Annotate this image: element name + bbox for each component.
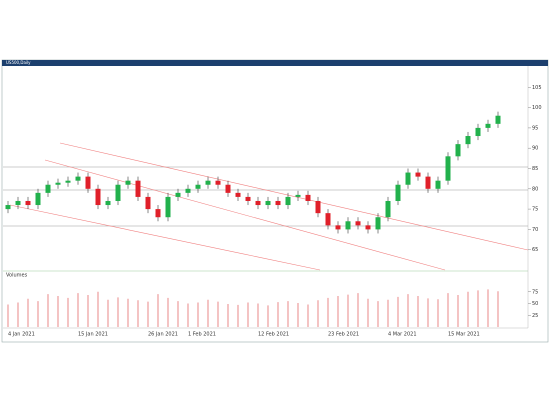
- candle-body: [85, 176, 91, 189]
- x-tick-label: 4 Jan 2021: [8, 332, 35, 338]
- candle-body: [215, 180, 221, 185]
- x-tick-label: 12 Feb 2021: [258, 332, 289, 338]
- candle-body: [105, 200, 111, 206]
- candle-body: [285, 196, 291, 206]
- candle-body: [35, 192, 41, 206]
- candle-body: [305, 194, 311, 201]
- candle-body: [55, 182, 61, 185]
- y-tick-label: 95: [532, 125, 538, 131]
- candle-body: [295, 194, 301, 197]
- chart-title: US500,Daily: [6, 60, 31, 65]
- x-tick-label: 23 Feb 2021: [328, 332, 359, 338]
- candle-body: [155, 209, 161, 218]
- volume-title: Volumes: [6, 273, 28, 279]
- candle-body: [325, 213, 331, 226]
- chart-window: [1, 59, 549, 343]
- y-tick-label: 100: [532, 105, 542, 111]
- y-tick-label: 65: [532, 247, 538, 253]
- candle-body: [175, 192, 181, 197]
- candle-body: [355, 221, 361, 226]
- candle-body: [135, 180, 141, 197]
- candle-body: [415, 172, 421, 177]
- y-tick-label: 70: [532, 227, 538, 233]
- candle-body: [315, 200, 321, 214]
- candle-body: [375, 217, 381, 230]
- y-tick-label: 80: [532, 186, 538, 192]
- volume-tick-label: 50: [532, 301, 538, 307]
- candle-body: [345, 221, 351, 230]
- candle-body: [195, 184, 201, 189]
- x-tick-label: 26 Jan 2021: [148, 332, 178, 338]
- candle-body: [125, 180, 131, 185]
- candle-body: [185, 188, 191, 193]
- y-tick-label: 75: [532, 207, 538, 213]
- candle-body: [235, 192, 241, 197]
- title-bar: [2, 60, 548, 66]
- candle-body: [395, 184, 401, 201]
- x-tick-label: 1 Feb 2021: [188, 332, 216, 338]
- candle-body: [335, 225, 341, 230]
- candle-body: [255, 200, 261, 206]
- candle-body: [265, 200, 271, 206]
- candle-body: [385, 200, 391, 218]
- x-tick-label: 15 Jan 2021: [78, 332, 108, 338]
- volume-tick-label: 75: [532, 289, 538, 295]
- candle-body: [115, 184, 121, 201]
- y-tick-label: 85: [532, 166, 538, 172]
- candle-body: [225, 184, 231, 193]
- candle-body: [5, 205, 11, 210]
- candle-body: [455, 144, 461, 157]
- y-tick-label: 90: [532, 146, 538, 152]
- channel-line: [44, 159, 446, 271]
- candle-body: [205, 180, 211, 185]
- y-tick-label: 105: [532, 85, 542, 91]
- candle-body: [475, 127, 481, 137]
- candle-body: [445, 156, 451, 181]
- candle-body: [245, 196, 251, 201]
- candle-body: [435, 180, 441, 189]
- candle-body: [95, 188, 101, 206]
- candle-body: [25, 200, 31, 206]
- x-tick-label: 15 Mar 2021: [448, 332, 480, 338]
- candle-body: [275, 200, 281, 206]
- candle-body: [75, 176, 81, 181]
- channel-line: [9, 204, 321, 271]
- candle-body: [495, 115, 501, 124]
- candle-body: [145, 196, 151, 210]
- candle-body: [465, 136, 471, 145]
- candle-body: [485, 123, 491, 128]
- candle-body: [405, 172, 411, 185]
- candle-body: [15, 200, 21, 206]
- x-tick-label: 4 Mar 2021: [388, 332, 417, 338]
- candle-body: [365, 225, 371, 230]
- candle-body: [65, 180, 71, 183]
- volume-tick-label: 25: [532, 313, 538, 319]
- candle-body: [165, 196, 171, 218]
- channel-line: [59, 142, 529, 251]
- candle-body: [425, 176, 431, 189]
- candle-body: [45, 184, 51, 193]
